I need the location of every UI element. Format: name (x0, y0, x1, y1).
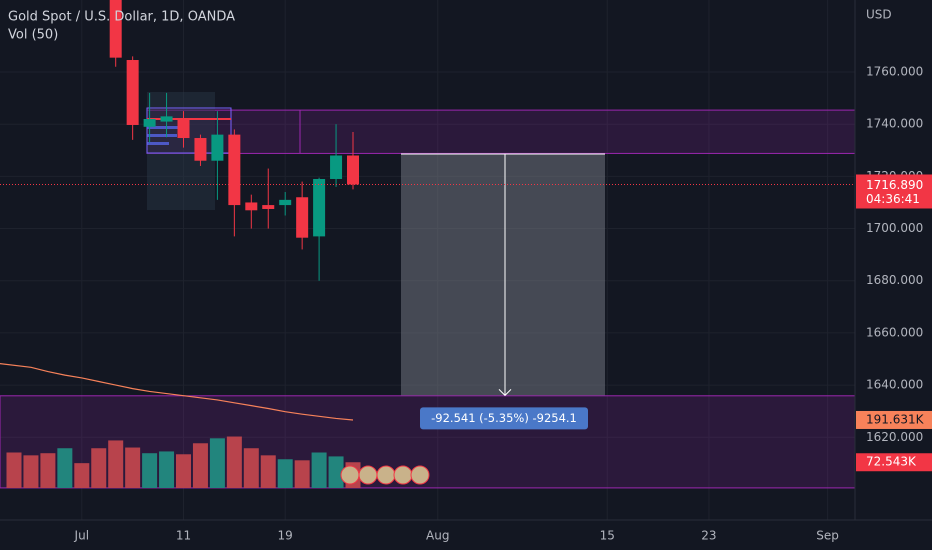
flag (393, 465, 413, 485)
volume-ma-line (0, 363, 354, 421)
marks (0, 0, 855, 488)
candle-body (347, 155, 359, 185)
volume-bar (192, 443, 208, 488)
flag (410, 465, 430, 485)
currency: USD (866, 8, 892, 22)
volume-bar (294, 460, 310, 488)
volume-bar (40, 453, 56, 488)
volume-bar (23, 455, 39, 488)
measure-label-box (420, 407, 588, 430)
y-tick-label: 1660.000 (866, 325, 923, 339)
candle-body (211, 134, 224, 161)
chart-title: Gold Spot / U.S. Dollar, 1D, OANDA (8, 10, 235, 25)
volume-bar (108, 440, 124, 488)
candle-body (296, 197, 309, 238)
volume-bar (243, 448, 259, 488)
candle-body (160, 116, 173, 122)
candle-body (177, 118, 190, 139)
candle-body (228, 134, 241, 206)
price-label-box (856, 174, 932, 209)
price-label: 1716.890 (866, 178, 923, 192)
volume-label: 72.543K (866, 455, 917, 469)
candle-body (245, 202, 258, 211)
volume-bar (328, 456, 344, 488)
volume-bar (209, 438, 225, 488)
ma-label: 191.631K (866, 412, 925, 426)
volume-bar (74, 463, 90, 488)
candle-body (194, 138, 207, 161)
volume-bar (311, 452, 327, 488)
candle-body (313, 178, 326, 237)
y-tick-label: 1680.000 (866, 273, 923, 287)
volume-bar (260, 455, 276, 488)
candle-body (330, 155, 343, 179)
candle-body (126, 60, 139, 125)
volume-label-box (856, 453, 932, 472)
x-tick-label: 19 (278, 529, 293, 543)
y-tick-label: 1740.000 (866, 117, 923, 131)
candle-body (109, 0, 122, 58)
zone (146, 109, 856, 154)
volume-bar (125, 447, 141, 488)
x-tick-label: 15 (600, 529, 615, 543)
flag (340, 465, 360, 485)
subtitle: Vol (50) (8, 28, 58, 43)
candle-body (279, 199, 292, 206)
measure-label: -92.541 (-5.35%) -9254.1 (431, 411, 577, 425)
volume-bar (142, 453, 158, 488)
flag (376, 465, 396, 485)
x-tick-label: Sep (816, 529, 839, 543)
x-tick-label: 23 (701, 529, 716, 543)
y-tick-label: 1640.000 (866, 378, 923, 392)
candle-body (143, 118, 156, 127)
volume-bar (91, 448, 107, 488)
ma-label-box (856, 410, 932, 429)
y-tick-label: 1620.000 (866, 430, 923, 444)
countdown: 04:36:41 (866, 192, 920, 206)
measure-box (401, 153, 605, 396)
profile-row (147, 134, 177, 137)
labels: 1620.000 1640.000 1660.000 1680.000 1700.000… (74, 65, 932, 543)
x-tick-label: Jul (74, 529, 89, 543)
x-tick-label: 11 (176, 529, 191, 543)
y-tick-label: 1700.000 (866, 221, 923, 235)
arrow-head (498, 389, 512, 397)
volume-bar (176, 454, 191, 488)
volume-bar (6, 452, 22, 488)
candle-body (262, 205, 275, 209)
y-tick-label: 1760.000 (866, 65, 923, 79)
volume-bar (277, 459, 293, 488)
volume-bar (159, 451, 175, 488)
profile-value-area (146, 107, 232, 154)
volume-bar (57, 448, 73, 488)
volume-bar (226, 436, 242, 488)
profile-row (147, 142, 169, 145)
x-tick-label: Aug (426, 529, 449, 543)
event-flags (340, 465, 430, 485)
flag (358, 465, 378, 485)
